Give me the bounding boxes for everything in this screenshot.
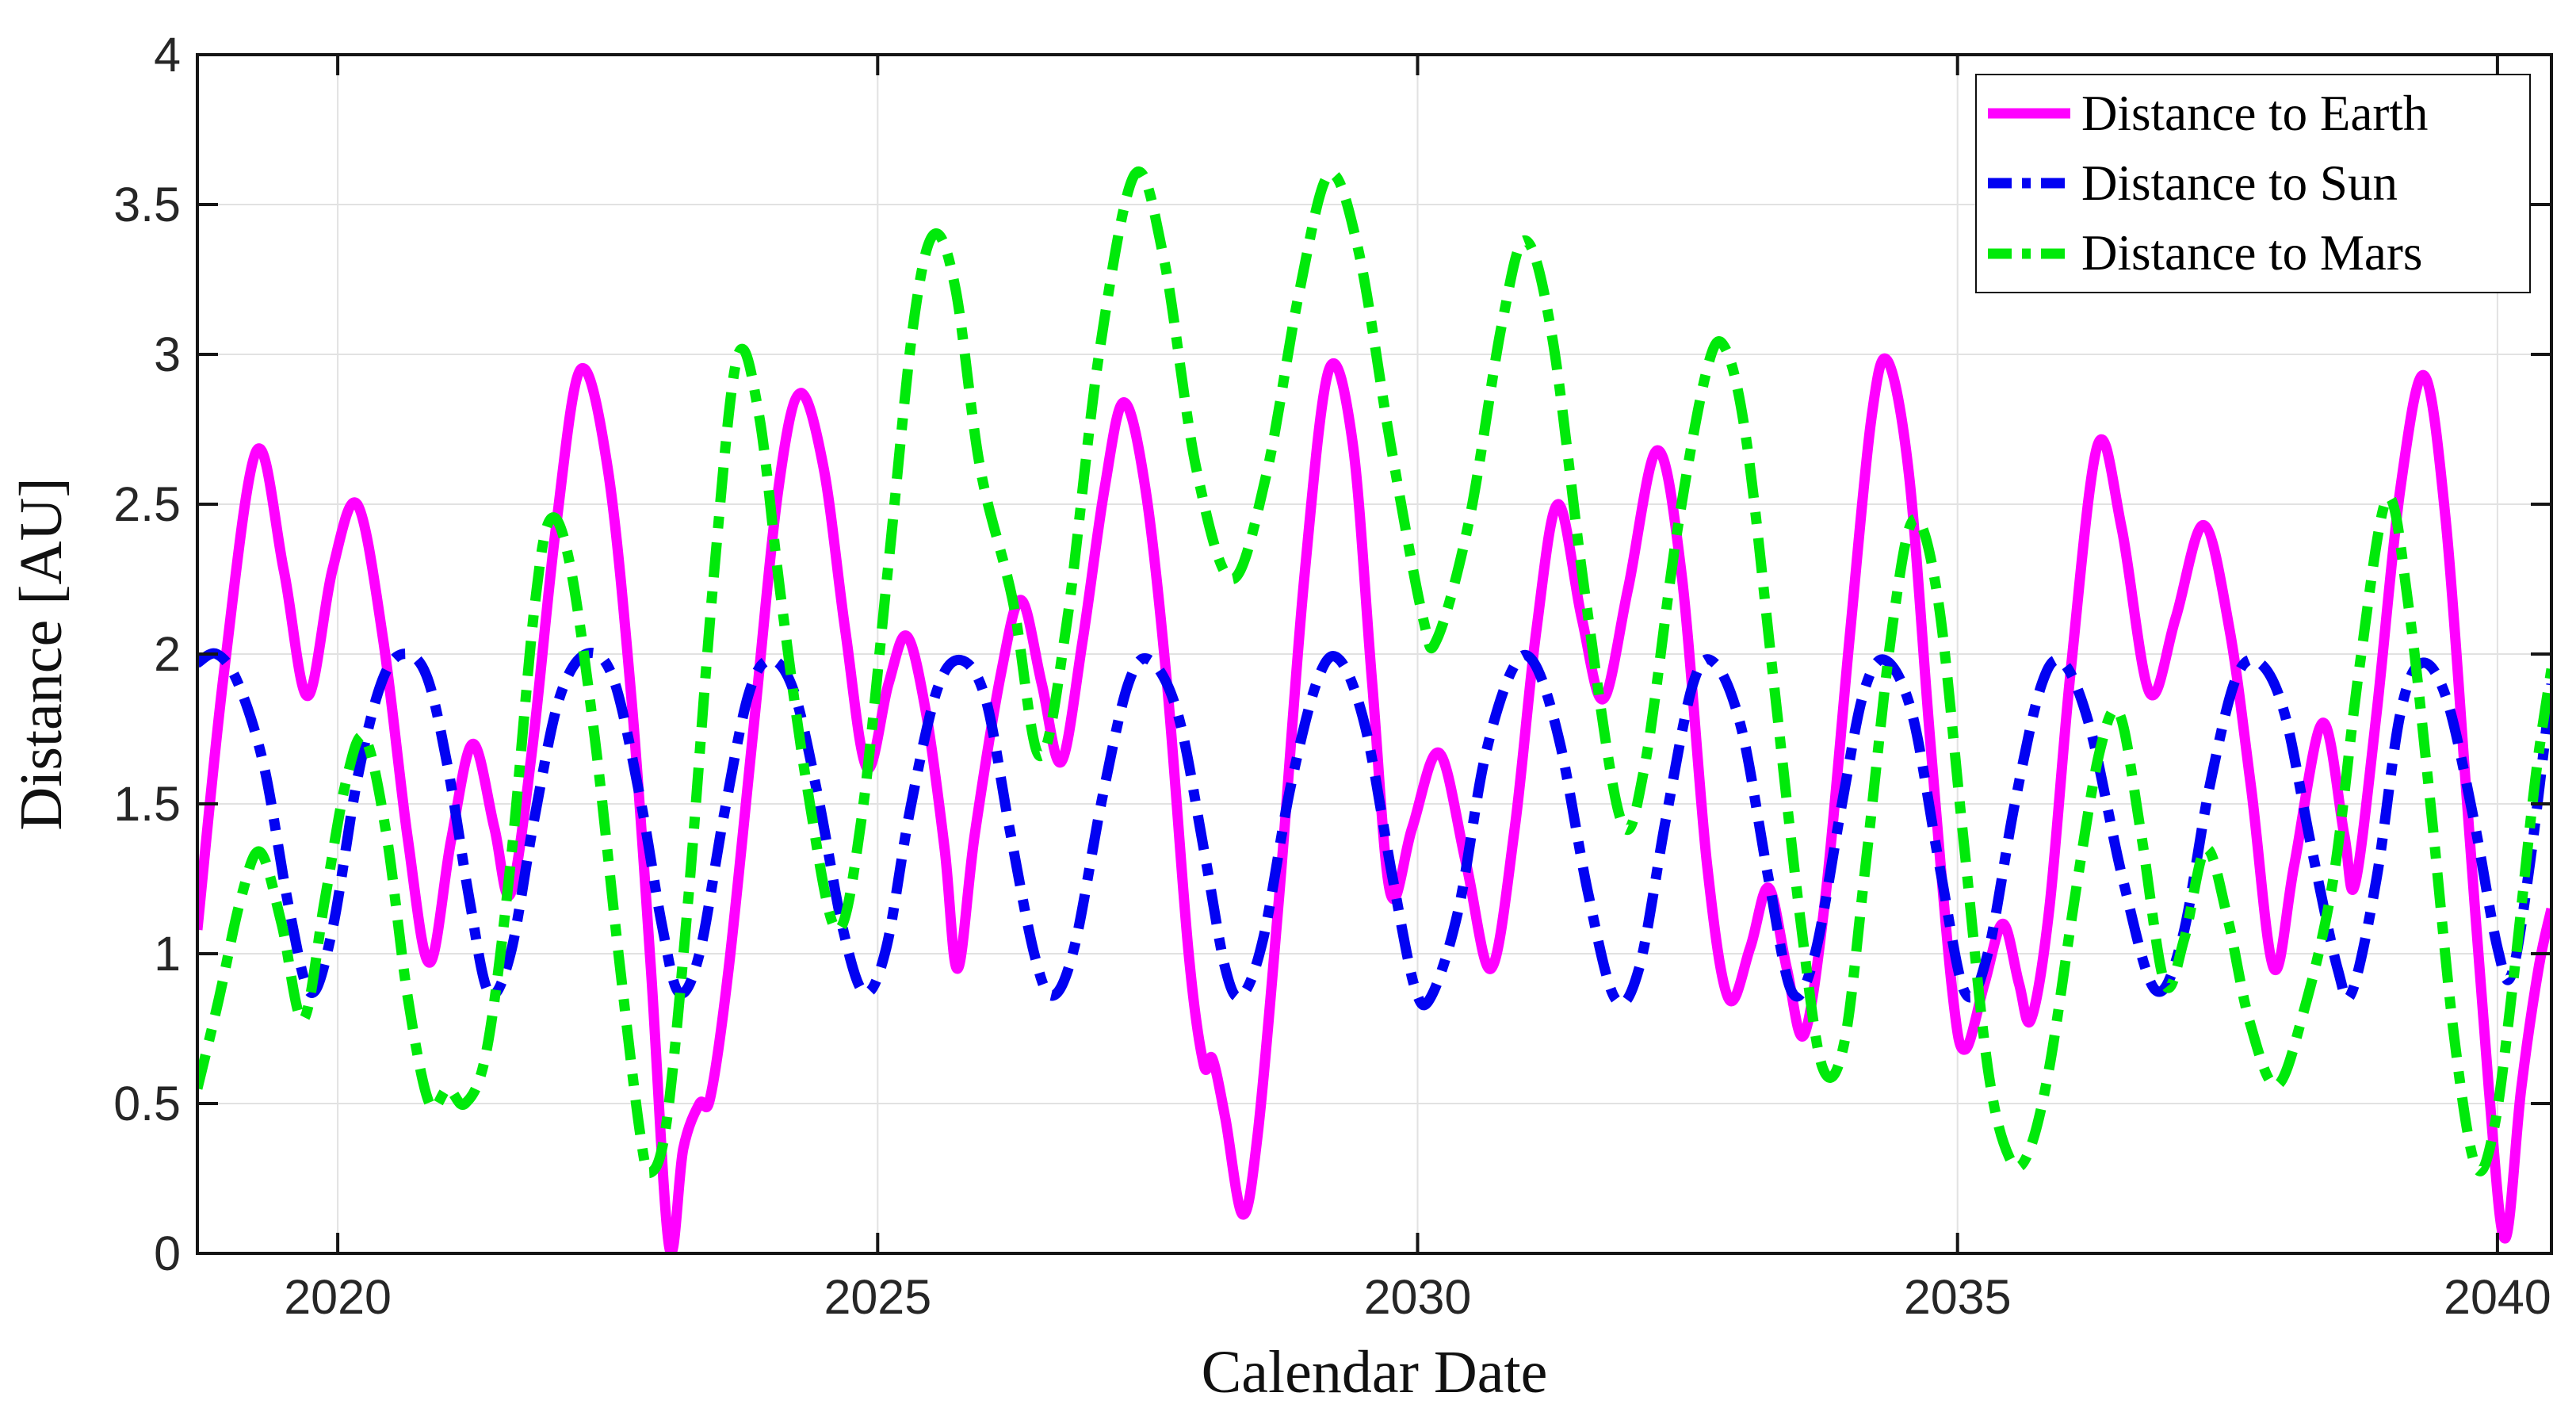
y-tick-label: 2.5 bbox=[113, 477, 181, 531]
y-tick-label: 3.5 bbox=[113, 178, 181, 231]
y-tick-label: 0 bbox=[154, 1226, 181, 1280]
legend-label: Distance to Earth bbox=[2081, 85, 2429, 141]
legend-entry-2: Distance to Mars bbox=[1985, 220, 2529, 287]
y-tick-label: 0.5 bbox=[113, 1077, 181, 1131]
series-2-line bbox=[197, 166, 2552, 1179]
legend: Distance to Earth Distance to Sun Distance… bbox=[1975, 74, 2531, 293]
x-tick-label: 2025 bbox=[824, 1270, 932, 1324]
legend-line-sample bbox=[1988, 108, 2070, 119]
y-tick-label: 1 bbox=[154, 927, 181, 981]
x-axis-label: Calendar Date bbox=[1201, 1339, 1548, 1406]
series-0-line bbox=[197, 353, 2552, 1254]
legend-line-sample bbox=[1988, 248, 2070, 259]
x-tick-label: 2040 bbox=[2444, 1270, 2551, 1324]
x-tick-label: 2020 bbox=[284, 1270, 392, 1324]
x-tick-label: 2035 bbox=[1903, 1270, 2012, 1324]
legend-line-sample bbox=[1988, 178, 2070, 189]
y-tick-label: 1.5 bbox=[113, 777, 181, 831]
legend-label: Distance to Mars bbox=[2081, 225, 2423, 281]
legend-label: Distance to Sun bbox=[2081, 155, 2398, 211]
y-tick-label: 4 bbox=[154, 28, 181, 82]
legend-entry-1: Distance to Sun bbox=[1985, 150, 2529, 216]
y-tick-label: 3 bbox=[154, 327, 181, 381]
y-tick-label: 2 bbox=[154, 627, 181, 681]
x-tick-label: 2030 bbox=[1363, 1270, 1472, 1324]
legend-entry-0: Distance to Earth bbox=[1985, 80, 2529, 147]
y-axis-label: Distance [AU] bbox=[8, 477, 75, 831]
